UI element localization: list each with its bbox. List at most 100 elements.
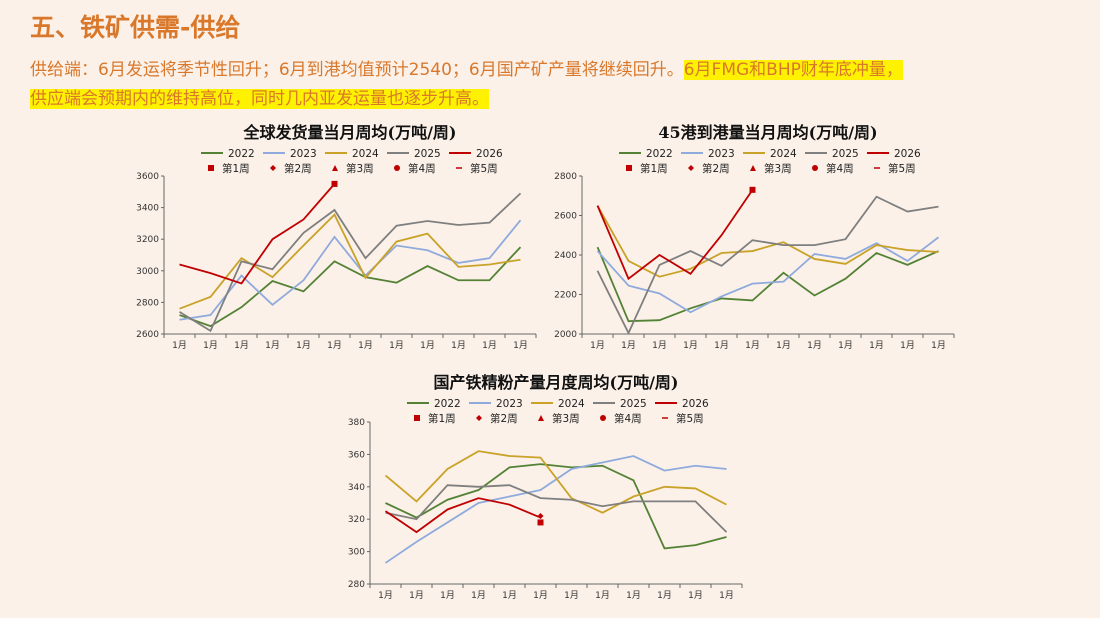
y-tick-label: 360 — [348, 450, 365, 460]
week-legend-label: 第3周 — [346, 162, 374, 175]
week-legend-label: 第1周 — [640, 162, 668, 175]
x-tick-label: 1月 — [358, 340, 373, 351]
series-line-2026 — [596, 189, 754, 281]
x-tick-label: 1月 — [688, 590, 703, 601]
series-line-2025 — [596, 195, 939, 336]
x-tick-label: 1月 — [482, 340, 497, 351]
y-tick-label: 3000 — [136, 267, 159, 277]
x-tick-label: 1月 — [409, 590, 424, 601]
x-tick-label: 1月 — [471, 590, 486, 601]
y-tick-label: 2600 — [136, 330, 159, 340]
y-tick-label: 2600 — [554, 212, 577, 222]
week-marker-symbol — [600, 415, 606, 421]
x-tick-label: 1月 — [595, 590, 610, 601]
legend-label: 2022 — [646, 148, 673, 160]
week-legend-label: 第2周 — [284, 162, 312, 175]
series-line-2026 — [384, 497, 541, 534]
series-line-2026 — [179, 183, 336, 285]
x-tick-label: 1月 — [719, 590, 734, 601]
y-tick-label: 380 — [348, 418, 365, 428]
chart-title: 国产铁精粉产量月度周均(万吨/周) — [434, 373, 679, 392]
week-legend-label: 第4周 — [614, 412, 642, 425]
x-tick-label: 1月 — [513, 340, 528, 351]
x-tick-label: 1月 — [502, 590, 517, 601]
x-tick-label: 1月 — [869, 340, 884, 351]
y-tick-label: 3400 — [136, 204, 159, 214]
series-line-2024 — [179, 213, 521, 310]
legend-label: 2025 — [832, 148, 859, 160]
x-tick-label: 1月 — [378, 590, 393, 601]
legend-label: 2026 — [476, 148, 503, 160]
x-tick-label: 1月 — [807, 340, 822, 351]
y-tick-label: 2800 — [554, 172, 577, 182]
legend-label: 2025 — [620, 398, 647, 410]
x-tick-label: 1月 — [451, 340, 466, 351]
x-tick-label: 1月 — [626, 590, 641, 601]
legend-label: 2024 — [558, 398, 585, 410]
summary-highlight-2: 供应端会预期内的维持高位，同时几内亚发运量也逐步升高。 — [30, 89, 489, 109]
week-legend-label: 第4周 — [408, 162, 436, 175]
series-line-2022 — [179, 246, 522, 328]
series-line-2022 — [385, 463, 727, 550]
x-tick-label: 1月 — [683, 340, 698, 351]
week-marker-symbol — [626, 165, 632, 171]
x-tick-label: 1月 — [900, 340, 915, 351]
summary-text: 供给端：6月发运将季节性回升；6月到港均值预计2540；6月国产矿产量将继续回升… — [30, 56, 1090, 114]
x-tick-label: 1月 — [714, 340, 729, 351]
x-tick-label: 1月 — [657, 590, 672, 601]
chart-title: 45港到港量当月周均(万吨/周) — [658, 123, 877, 142]
series-line-2023 — [384, 455, 727, 564]
week-legend-label: 第1周 — [222, 162, 250, 175]
x-tick-label: 1月 — [234, 340, 249, 351]
week-marker-point — [537, 512, 544, 519]
legend-label: 2023 — [708, 148, 735, 160]
x-tick-label: 1月 — [652, 340, 667, 351]
y-tick-label: 280 — [348, 580, 365, 590]
y-tick-label: 300 — [348, 548, 365, 558]
legend-label: 2025 — [414, 148, 441, 160]
x-tick-label: 1月 — [776, 340, 791, 351]
series-line-2024 — [596, 205, 939, 278]
x-tick-label: 1月 — [440, 590, 455, 601]
week-marker-point — [331, 180, 338, 187]
summary-plain: 供给端：6月发运将季节性回升；6月到港均值预计2540；6月国产矿产量将继续回升… — [30, 60, 684, 80]
week-legend-label: 第5周 — [888, 162, 916, 175]
chart-global-shipments: 全球发货量当月周均(万吨/周) 2022 2023 2024 2025 2026 第1周 第2… — [136, 123, 537, 351]
week-marker-point — [537, 519, 544, 526]
x-tick-label: 1月 — [621, 340, 636, 351]
week-marker-symbol — [688, 165, 694, 171]
series-line-2022 — [596, 246, 939, 323]
y-tick-label: 2000 — [554, 330, 577, 340]
week-marker-symbol — [476, 415, 482, 421]
page-title: 五、铁矿供需-供给 — [30, 13, 241, 42]
series-line-2025 — [385, 484, 728, 533]
week-marker-symbol — [332, 165, 338, 171]
week-marker-symbol — [414, 415, 420, 421]
x-tick-label: 1月 — [265, 340, 280, 351]
y-tick-label: 2800 — [136, 298, 159, 308]
week-marker-symbol — [270, 165, 276, 171]
legend-label: 2023 — [290, 148, 317, 160]
y-tick-label: 340 — [348, 483, 365, 493]
week-marker-symbol — [538, 415, 544, 421]
legend-label: 2023 — [496, 398, 523, 410]
series-line-2025 — [179, 192, 522, 333]
week-legend-label: 第3周 — [552, 412, 580, 425]
legend-label: 2022 — [434, 398, 461, 410]
week-legend-label: 第4周 — [826, 162, 854, 175]
week-legend-label: 第2周 — [490, 412, 518, 425]
x-tick-label: 1月 — [838, 340, 853, 351]
week-marker-symbol — [750, 165, 756, 171]
x-tick-label: 1月 — [533, 590, 548, 601]
chart-port-arrivals: 45港到港量当月周均(万吨/周) 2022 2023 2024 2025 2026 第1周 第… — [554, 123, 955, 351]
x-tick-label: 1月 — [590, 340, 605, 351]
week-legend-label: 第5周 — [676, 412, 704, 425]
x-tick-label: 1月 — [296, 340, 311, 351]
x-tick-label: 1月 — [931, 340, 946, 351]
week-legend-label: 第5周 — [470, 162, 498, 175]
x-tick-label: 1月 — [564, 590, 579, 601]
week-legend-label: 第1周 — [428, 412, 456, 425]
y-tick-label: 320 — [348, 515, 365, 525]
chart-title: 全球发货量当月周均(万吨/周) — [243, 123, 457, 142]
y-tick-label: 2400 — [554, 251, 577, 261]
